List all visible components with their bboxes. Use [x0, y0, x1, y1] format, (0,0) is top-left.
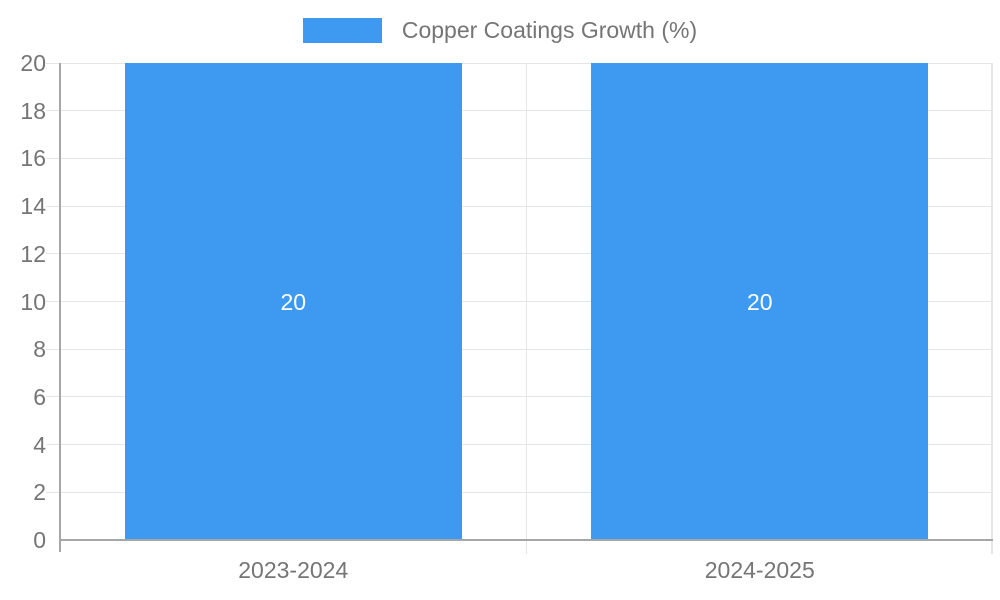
legend-label: Copper Coatings Growth (%): [401, 17, 698, 43]
y-axis-tick-label: 14: [20, 193, 46, 220]
y-axis-line: [59, 63, 61, 552]
plot-area: 20 20: [46, 62, 993, 554]
y-axis-tick-label: 12: [20, 240, 46, 267]
gridline-horizontal: [46, 301, 993, 302]
y-axis-tick-label: 2: [33, 479, 46, 506]
x-axis-tick-label: 2023-2024: [238, 557, 349, 583]
bar-value-label: 20: [746, 288, 773, 315]
y-axis-tick-label: 0: [33, 527, 46, 553]
y-axis-tick-label: 10: [20, 288, 46, 315]
gridline-horizontal: [46, 444, 993, 446]
gridline-horizontal: [46, 396, 993, 398]
x-axis-tick-label: 2024-2025: [704, 557, 815, 583]
gridline-horizontal: [46, 62, 993, 64]
gridline-horizontal: [46, 348, 993, 350]
gridline-horizontal: [46, 205, 993, 207]
gridline-vertical: [991, 63, 993, 554]
gridline-horizontal: [46, 253, 993, 255]
y-axis-tick-label: 4: [33, 431, 46, 458]
y-axis-tick-label: 8: [33, 336, 46, 363]
gridline-horizontal: [46, 491, 993, 493]
x-axis-line: [59, 539, 993, 541]
bar: [124, 63, 462, 540]
legend-swatch-icon: [302, 17, 382, 43]
legend: Copper Coatings Growth (%): [0, 16, 1000, 44]
gridline-vertical: [525, 63, 527, 554]
gridline-horizontal: [46, 157, 993, 159]
bar-value-label: 20: [280, 288, 307, 315]
y-axis-tick-label: 20: [20, 50, 46, 76]
y-axis-tick-label: 16: [20, 145, 46, 172]
y-axis-tick-label: 18: [20, 97, 46, 124]
y-axis-tick-label: 6: [33, 383, 46, 410]
gridline-horizontal: [46, 110, 993, 112]
bar: [591, 63, 929, 540]
